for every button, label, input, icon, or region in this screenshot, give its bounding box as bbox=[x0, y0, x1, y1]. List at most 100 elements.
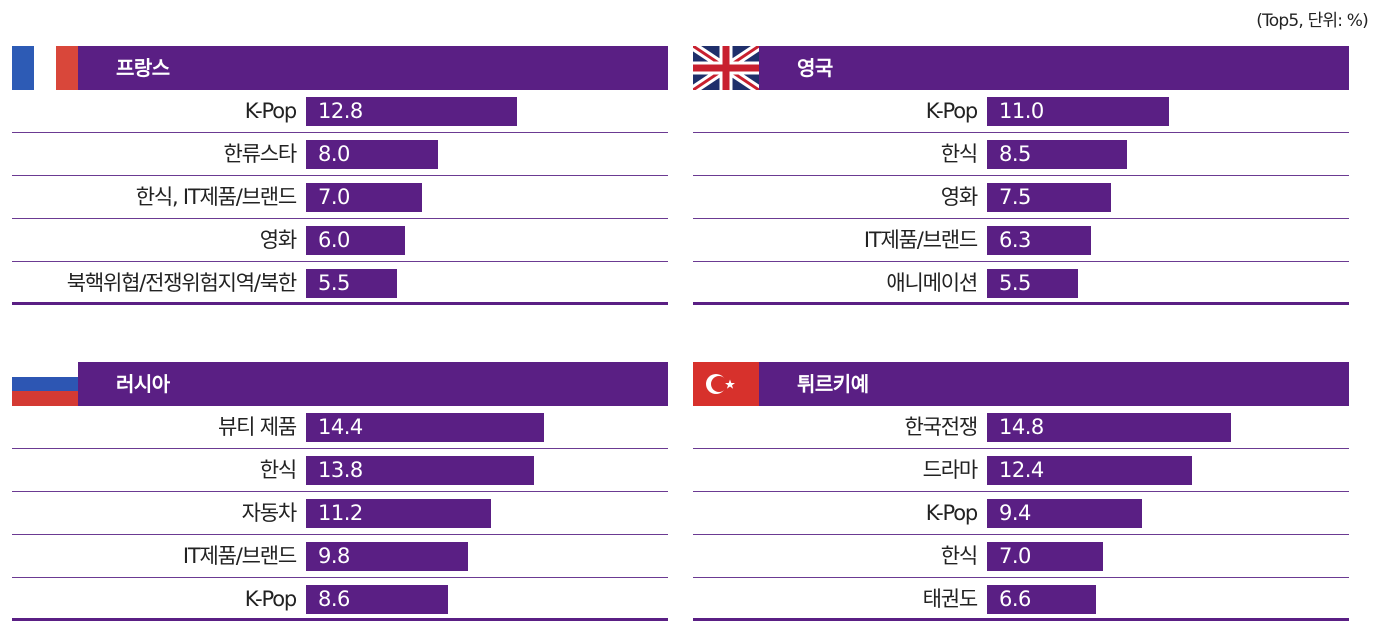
bar-row: K-Pop 8.6 bbox=[12, 578, 668, 621]
bar bbox=[987, 226, 1091, 255]
bar bbox=[987, 97, 1169, 126]
row-divider bbox=[12, 218, 668, 219]
category-label: 애니메이션 bbox=[886, 271, 978, 295]
bar bbox=[306, 456, 534, 485]
bar-value-label: 7.0 bbox=[999, 544, 1031, 568]
bar-row: IT제품/브랜드 6.3 bbox=[693, 219, 1349, 262]
category-label: IT제품/브랜드 bbox=[182, 544, 297, 568]
row-divider bbox=[12, 618, 668, 621]
row-divider bbox=[693, 618, 1349, 621]
row-divider bbox=[693, 302, 1349, 305]
panel-title: 튀르키예 bbox=[797, 372, 869, 396]
panel-title: 프랑스 bbox=[116, 56, 170, 80]
bar-value-label: 6.0 bbox=[318, 228, 350, 252]
bar-value-label: 12.4 bbox=[999, 458, 1044, 482]
bar-value-label: 7.5 bbox=[999, 185, 1031, 209]
bar bbox=[306, 226, 405, 255]
panel-header: 프랑스 bbox=[12, 46, 668, 90]
bar-row: K-Pop 11.0 bbox=[693, 90, 1349, 133]
bar-row: 영화 6.0 bbox=[12, 219, 668, 262]
category-label: 한식, IT제품/브랜드 bbox=[135, 185, 297, 209]
panel-header: 영국 bbox=[693, 46, 1349, 90]
chart-panel-turkey: 튀르키예 한국전쟁 14.8 드라마 12.4 K-Pop 9.4 한식 7.0 태권도 6.6 bbox=[693, 362, 1349, 627]
bar-row: 한식 8.5 bbox=[693, 133, 1349, 176]
category-label: 북핵위협/전쟁위험지역/북한 bbox=[66, 271, 297, 295]
category-label: 한식 bbox=[940, 544, 978, 568]
bar-value-label: 11.0 bbox=[999, 99, 1044, 123]
bar bbox=[306, 183, 422, 212]
panel-header: 러시아 bbox=[12, 362, 668, 406]
category-label: 뷰티 제품 bbox=[218, 415, 297, 439]
bar-row: K-Pop 12.8 bbox=[12, 90, 668, 133]
bar-row: 뷰티 제품 14.4 bbox=[12, 406, 668, 449]
chart-panel-uk: 영국 K-Pop 11.0 한식 8.5 영화 7.5 IT제품/브랜드 6.3 애니메이션 5.… bbox=[693, 46, 1349, 311]
bar-value-label: 11.2 bbox=[318, 501, 363, 525]
bar-row: 드라마 12.4 bbox=[693, 449, 1349, 492]
category-label: K-Pop bbox=[244, 99, 297, 123]
row-divider bbox=[12, 534, 668, 535]
bar-row: 태권도 6.6 bbox=[693, 578, 1349, 621]
category-label: 한국전쟁 bbox=[904, 415, 979, 439]
chart-panel-france: 프랑스 K-Pop 12.8 한류스타 8.0 한식, IT제품/브랜드 7.0 영화 6.0… bbox=[12, 46, 668, 311]
bar-row: 북핵위협/전쟁위험지역/북한 5.5 bbox=[12, 262, 668, 305]
row-divider bbox=[693, 534, 1349, 535]
bar-value-label: 8.0 bbox=[318, 142, 350, 166]
category-label: 태권도 bbox=[922, 587, 979, 611]
bar-value-label: 14.8 bbox=[999, 415, 1044, 439]
turkey-flag-icon bbox=[693, 362, 759, 406]
category-label: 한식 bbox=[940, 142, 978, 166]
category-label: IT제품/브랜드 bbox=[863, 228, 978, 252]
unit-note: (Top5, 단위: %) bbox=[1256, 11, 1369, 31]
bar-row: 자동차 11.2 bbox=[12, 492, 668, 535]
bar-value-label: 13.8 bbox=[318, 458, 363, 482]
row-divider bbox=[12, 175, 668, 176]
category-label: 한식 bbox=[259, 458, 297, 482]
bar-row: 한식, IT제품/브랜드 7.0 bbox=[12, 176, 668, 219]
category-label: 자동차 bbox=[241, 501, 298, 525]
bar-value-label: 5.5 bbox=[999, 271, 1031, 295]
bar-value-label: 5.5 bbox=[318, 271, 350, 295]
category-label: 영화 bbox=[259, 228, 297, 252]
category-label: K-Pop bbox=[925, 99, 978, 123]
row-divider bbox=[693, 175, 1349, 176]
row-divider bbox=[12, 302, 668, 305]
row-divider bbox=[12, 261, 668, 262]
bar-row: 한국전쟁 14.8 bbox=[693, 406, 1349, 449]
bar bbox=[987, 183, 1111, 212]
bar bbox=[306, 585, 448, 614]
bar bbox=[987, 585, 1096, 614]
bar-value-label: 8.5 bbox=[999, 142, 1031, 166]
row-divider bbox=[693, 218, 1349, 219]
category-label: 한류스타 bbox=[223, 142, 298, 166]
france-flag-icon bbox=[12, 46, 78, 90]
uk-flag-icon bbox=[693, 46, 759, 90]
bar-value-label: 6.3 bbox=[999, 228, 1031, 252]
bar-value-label: 6.6 bbox=[999, 587, 1031, 611]
bar-value-label: 12.8 bbox=[318, 99, 363, 123]
category-label: K-Pop bbox=[925, 501, 978, 525]
category-label: 드라마 bbox=[922, 458, 979, 482]
bar-value-label: 9.8 bbox=[318, 544, 350, 568]
row-divider bbox=[12, 577, 668, 578]
bar-row: K-Pop 9.4 bbox=[693, 492, 1349, 535]
bar-value-label: 7.0 bbox=[318, 185, 350, 209]
bar bbox=[306, 499, 491, 528]
bar bbox=[987, 456, 1192, 485]
bar bbox=[987, 140, 1127, 169]
bar bbox=[987, 269, 1078, 298]
russia-flag-icon bbox=[12, 362, 78, 406]
category-label: 영화 bbox=[940, 185, 978, 209]
row-divider bbox=[693, 491, 1349, 492]
row-divider bbox=[693, 261, 1349, 262]
bar bbox=[306, 140, 438, 169]
bar-row: 한식 13.8 bbox=[12, 449, 668, 492]
bar bbox=[987, 542, 1103, 571]
bar-row: 한식 7.0 bbox=[693, 535, 1349, 578]
row-divider bbox=[693, 132, 1349, 133]
panel-title: 러시아 bbox=[116, 372, 170, 396]
panel-header: 튀르키예 bbox=[693, 362, 1349, 406]
bar bbox=[306, 97, 517, 126]
row-divider bbox=[12, 491, 668, 492]
bar bbox=[306, 413, 544, 442]
bar-row: 애니메이션 5.5 bbox=[693, 262, 1349, 305]
